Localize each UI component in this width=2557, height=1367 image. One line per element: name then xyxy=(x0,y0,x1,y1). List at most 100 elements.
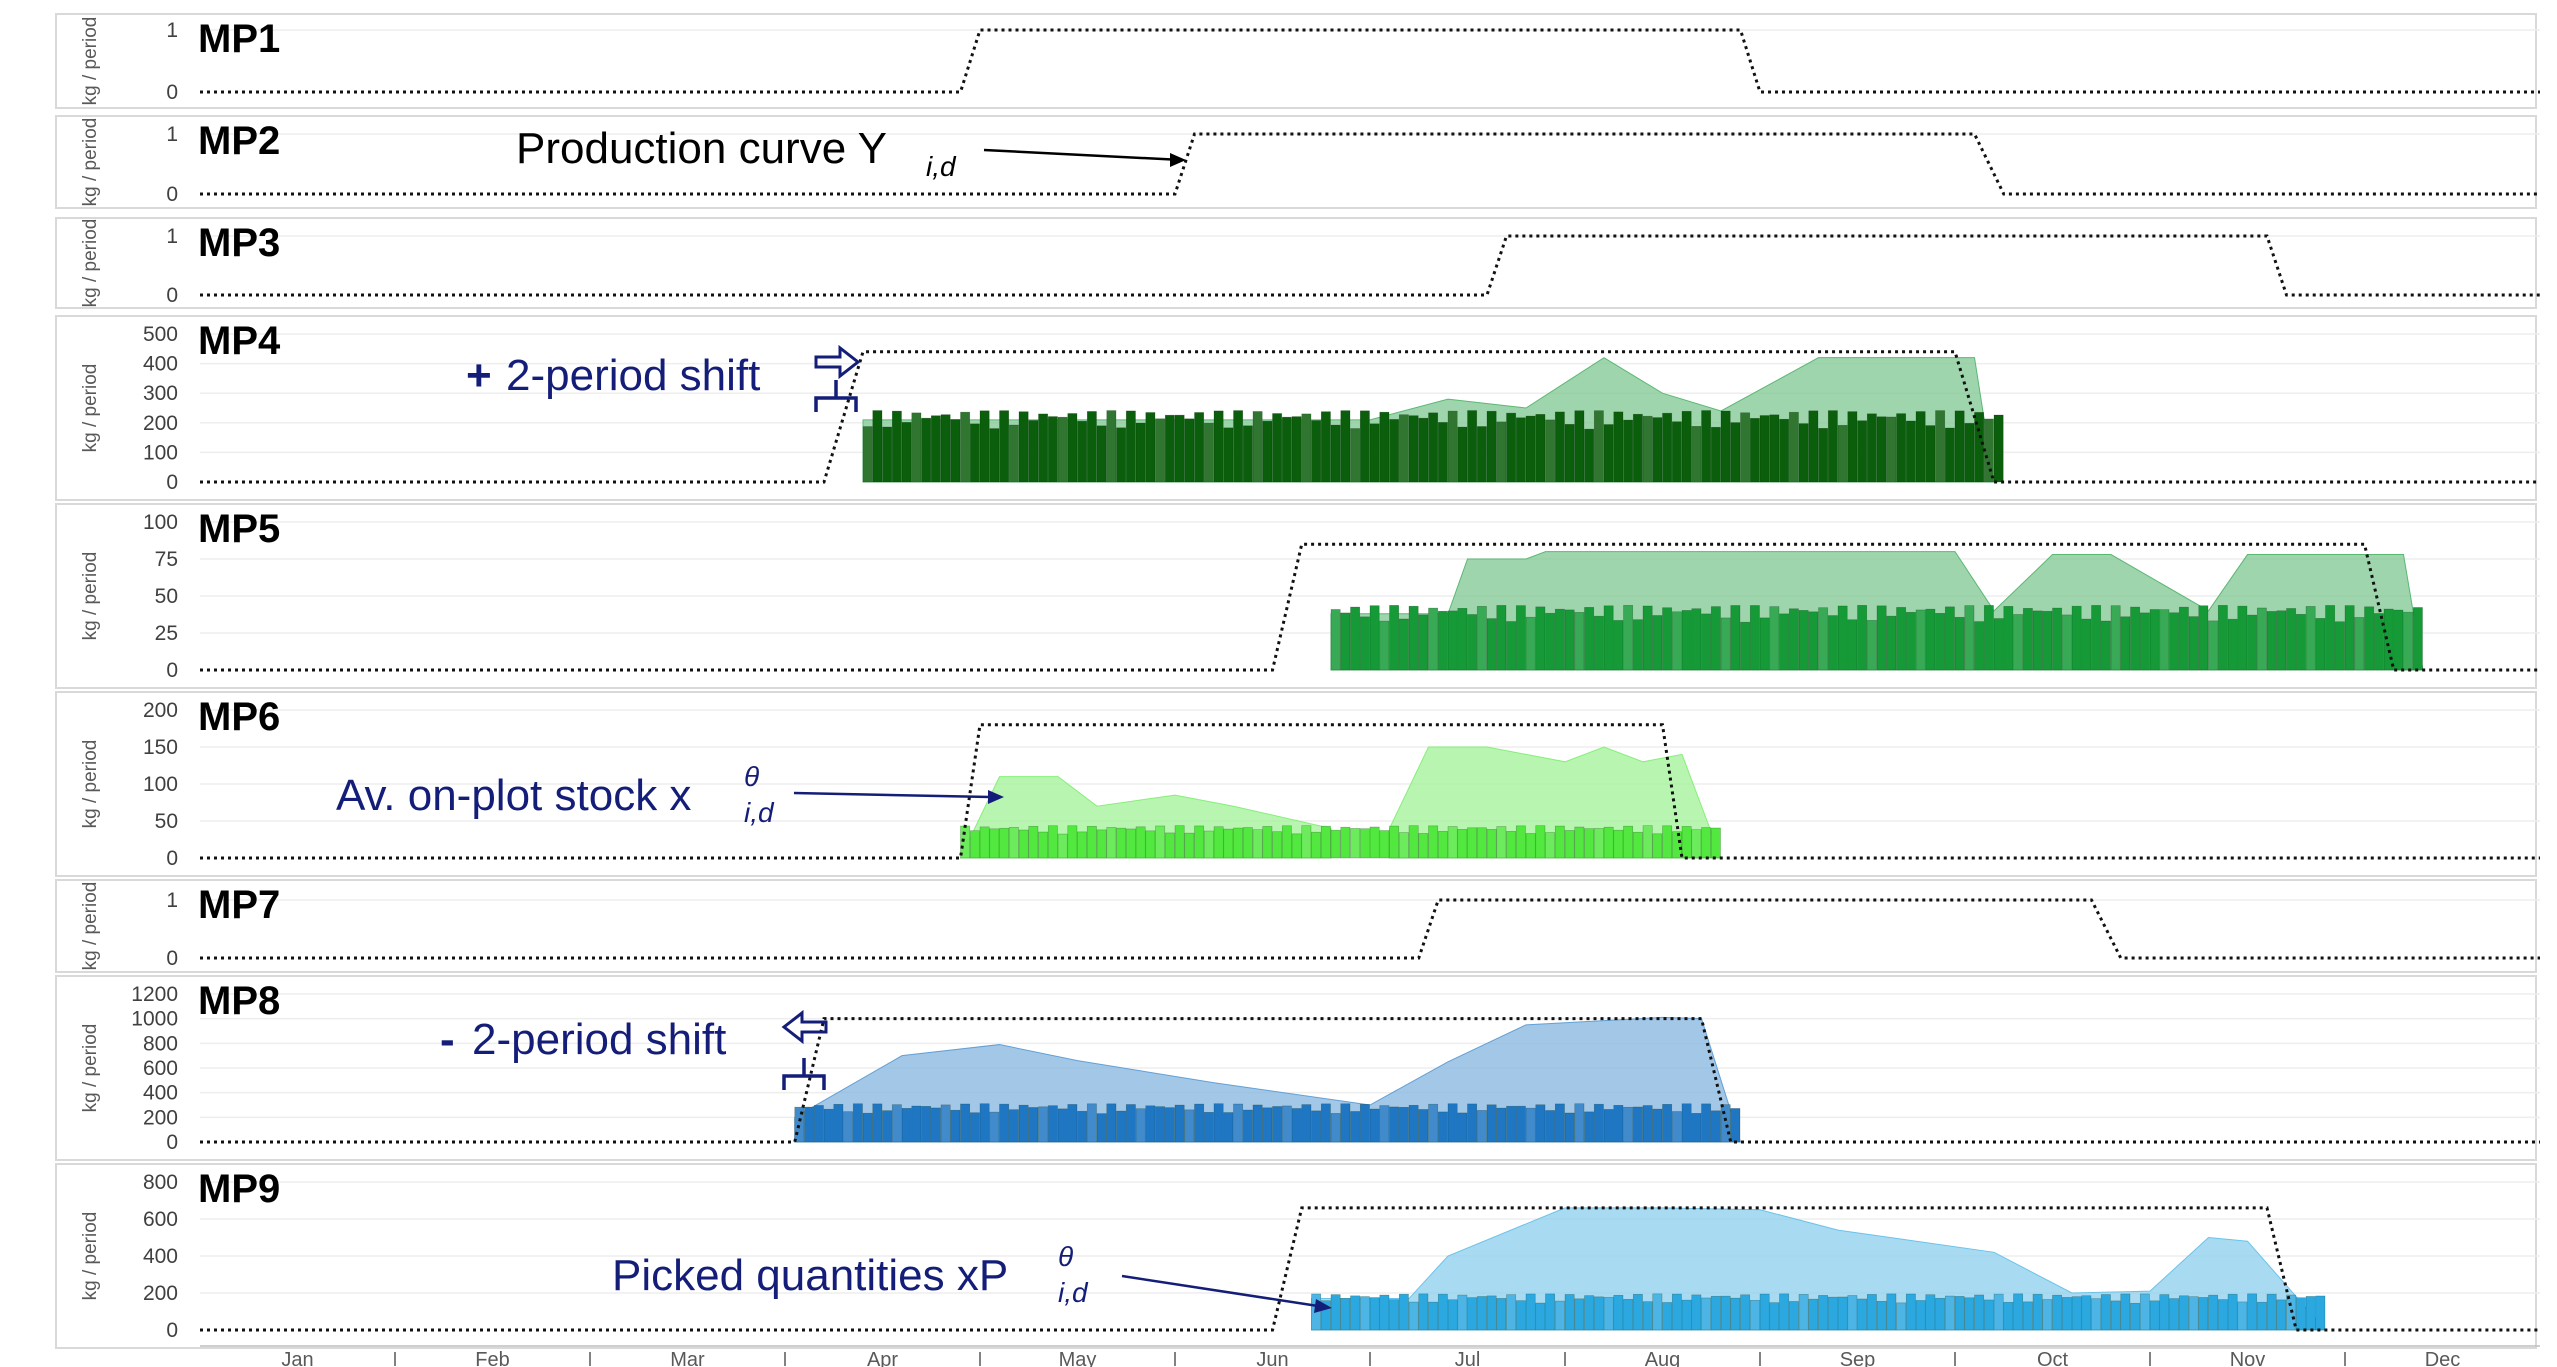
picked-bar xyxy=(2159,1294,2170,1331)
picked-bar xyxy=(1184,418,1195,483)
picked-bar xyxy=(1603,1296,1614,1331)
picked-bar xyxy=(1720,617,1731,671)
picked-bar xyxy=(1730,1297,1741,1331)
picked-bar xyxy=(1525,1107,1536,1143)
picked-bar xyxy=(979,410,990,483)
y-tick-label: 0 xyxy=(166,659,178,682)
y-tick-label: 1000 xyxy=(131,1008,178,1031)
picked-bar xyxy=(1788,608,1799,671)
panel-frame xyxy=(55,879,2537,973)
picked-bar xyxy=(2100,1294,2111,1331)
picked-bar xyxy=(1038,831,1049,859)
picked-bar xyxy=(1613,411,1624,483)
picked-bar xyxy=(1086,411,1097,483)
picked-bar xyxy=(1623,419,1634,483)
picked-bar xyxy=(1486,410,1497,483)
y-tick-label: 1 xyxy=(166,889,178,912)
picked-bar xyxy=(1272,1106,1283,1143)
y-tick-label: 400 xyxy=(143,1082,178,1105)
picked-bar xyxy=(1496,1107,1507,1143)
picked-bar xyxy=(1837,1296,1848,1331)
picked-bar xyxy=(1252,1104,1263,1143)
picked-bar xyxy=(1359,828,1370,859)
picked-bar xyxy=(823,1108,834,1143)
picked-bar xyxy=(1837,424,1848,483)
picked-bar xyxy=(1116,1110,1127,1143)
picked-bar xyxy=(1174,1104,1185,1143)
picked-bar xyxy=(1408,415,1419,483)
picked-bar xyxy=(1545,832,1556,859)
picked-bar xyxy=(1164,414,1175,483)
y-tick-label: 1 xyxy=(166,123,178,146)
picked-bar xyxy=(1788,1301,1799,1331)
y-tick-label: 100 xyxy=(143,511,178,534)
picked-bar xyxy=(1935,1297,1946,1331)
picked-bar xyxy=(2120,1293,2131,1331)
picked-bar xyxy=(1223,427,1234,483)
y-tick-label: 600 xyxy=(143,1208,178,1231)
picked-bar xyxy=(1281,416,1292,483)
picked-bar xyxy=(1749,1299,1760,1331)
picked-bar xyxy=(1272,831,1283,859)
picked-bar xyxy=(1457,426,1468,483)
picked-bar xyxy=(2315,1295,2326,1331)
picked-bar xyxy=(1662,1104,1673,1143)
picked-bar xyxy=(1164,1107,1175,1143)
picked-bar xyxy=(1944,427,1955,483)
picked-bar xyxy=(1418,417,1429,483)
picked-bar xyxy=(1057,416,1068,483)
picked-bar xyxy=(1457,1294,1468,1331)
picked-bar xyxy=(1886,1293,1897,1331)
picked-bar xyxy=(2042,1299,2053,1331)
picked-bar xyxy=(1623,1299,1634,1331)
picked-bar xyxy=(1535,606,1546,671)
picked-bar xyxy=(1018,411,1029,483)
picked-bar xyxy=(2149,609,2160,671)
picked-bar xyxy=(2373,613,2384,671)
picked-bar xyxy=(1506,1294,1517,1331)
picked-bar xyxy=(1359,1104,1370,1143)
picked-bar xyxy=(1340,1103,1351,1143)
y-axis-label: kg / period xyxy=(80,552,101,641)
picked-bar xyxy=(1574,612,1585,671)
picked-bar xyxy=(1379,1294,1390,1331)
y-tick-label: 50 xyxy=(155,810,178,833)
picked-bar xyxy=(1242,1109,1253,1143)
picked-bar xyxy=(1857,605,1868,671)
picked-bar xyxy=(1203,830,1214,859)
y-axis-label: kg / period xyxy=(80,1212,101,1301)
production-curve xyxy=(200,28,2540,94)
picked-bar xyxy=(1593,615,1604,671)
picked-bar xyxy=(1681,826,1692,859)
picked-bar xyxy=(1135,826,1146,859)
picked-bar xyxy=(1837,605,1848,671)
picked-bar xyxy=(1155,825,1166,859)
picked-bar xyxy=(794,1106,805,1143)
picked-bar xyxy=(1320,1300,1331,1331)
picked-bar xyxy=(2305,1296,2316,1331)
picked-bar xyxy=(862,1112,873,1143)
picked-bar xyxy=(1135,1108,1146,1143)
picked-bar xyxy=(1535,1302,1546,1331)
y-axis-label: kg / period xyxy=(80,882,101,971)
picked-bar xyxy=(1808,410,1819,483)
picked-bar xyxy=(1925,608,1936,671)
panel-title: MP9 xyxy=(198,1167,280,1211)
x-tick-label: May xyxy=(1059,1349,1097,1367)
picked-bar xyxy=(1418,614,1429,671)
picked-bar xyxy=(1779,1293,1790,1331)
y-tick-label: 400 xyxy=(143,1245,178,1268)
picked-bar xyxy=(1340,410,1351,483)
picked-bar xyxy=(1603,1109,1614,1143)
picked-bar xyxy=(1584,607,1595,671)
picked-bar xyxy=(2071,605,2082,671)
picked-bar xyxy=(1359,616,1370,671)
production-curve xyxy=(200,132,2540,196)
y-axis-label: kg / period xyxy=(80,740,101,829)
annotation-picked: Picked quantities xP xyxy=(612,1251,1008,1300)
picked-bar xyxy=(1437,1293,1448,1331)
picked-bar xyxy=(1213,410,1224,483)
picked-bar xyxy=(2383,608,2394,671)
picked-bar xyxy=(2247,614,2258,671)
